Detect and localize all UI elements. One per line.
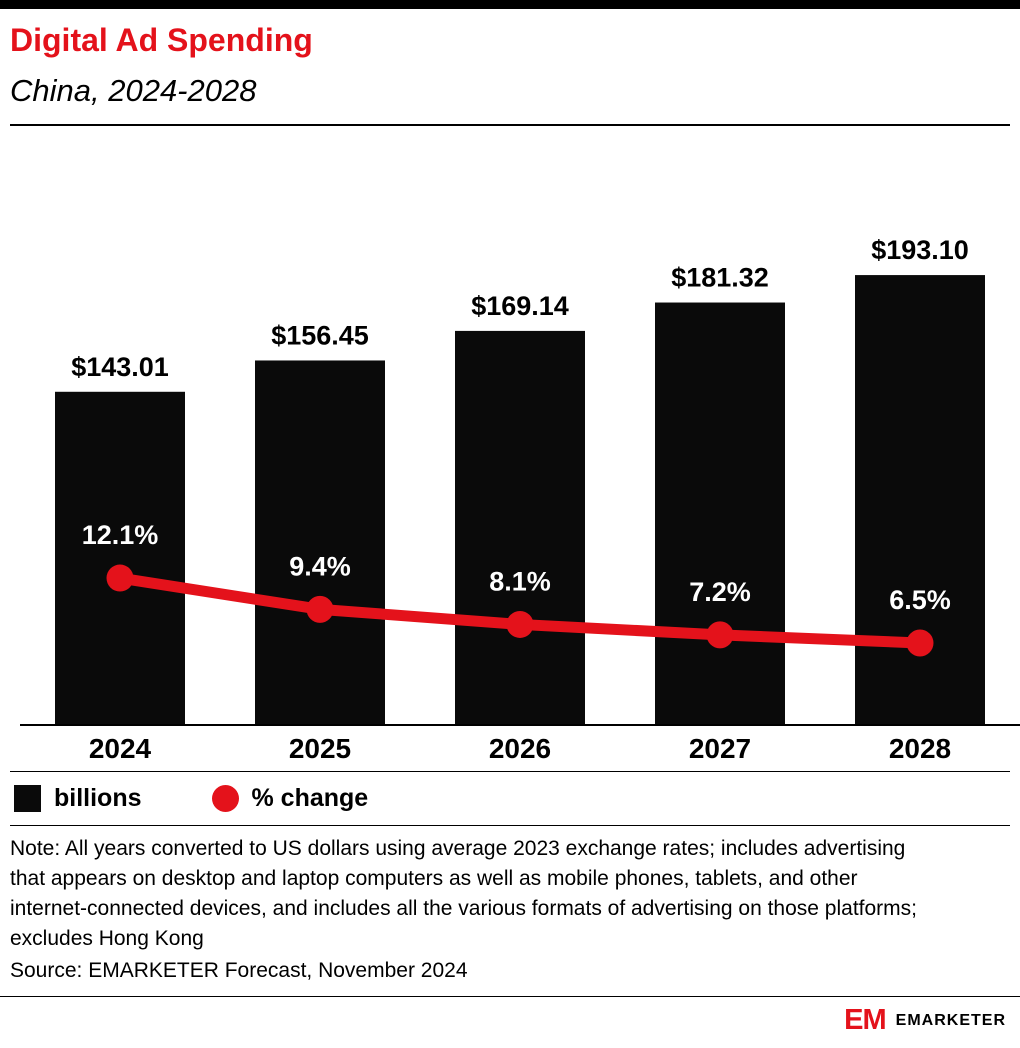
pct-change-label: 6.5%: [889, 585, 951, 615]
bar-value-label: $193.10: [871, 235, 969, 265]
header-divider: [10, 124, 1010, 127]
pct-change-label: 8.1%: [489, 567, 551, 597]
pct-change-label: 7.2%: [689, 577, 751, 607]
legend: billions % change: [10, 772, 1010, 825]
bar-value-label: $181.32: [671, 263, 769, 293]
x-axis-tick-label: 2028: [889, 733, 951, 764]
x-axis-tick-label: 2025: [289, 733, 351, 764]
legend-item-billions: billions: [14, 784, 142, 813]
legend-label: billions: [54, 784, 142, 813]
emarketer-logo-icon: EM: [844, 1004, 886, 1037]
top-black-bar: [0, 0, 1020, 9]
legend-bottom-divider: [10, 825, 1010, 827]
brand-wordmark: EMARKETER: [895, 1011, 1006, 1029]
bar: [55, 392, 185, 726]
footer: EM EMARKETER: [0, 996, 1020, 1044]
x-axis-tick-label: 2026: [489, 733, 551, 764]
legend-item-pct-change: % change: [211, 784, 369, 813]
bar: [655, 302, 785, 726]
bar-value-label: $156.45: [271, 321, 369, 351]
pct-change-label: 12.1%: [82, 520, 159, 550]
source-text: Source: EMARKETER Forecast, November 202…: [10, 959, 468, 983]
pct-change-label: 9.4%: [289, 552, 351, 582]
bar: [255, 360, 385, 726]
pct-change-point: [706, 621, 734, 649]
bar: [455, 331, 585, 726]
pct-change-point: [306, 596, 334, 624]
pct-change-point: [106, 564, 134, 592]
chart-area: $143.01 $156.45 $169.14 $181.32 $193.10 2024 2…: [10, 126, 1020, 771]
chart: $143.01 $156.45 $169.14 $181.32 $193.10 2024 2…: [20, 235, 1020, 764]
bar-value-label: $169.14: [471, 291, 569, 321]
pct-change-point: [506, 611, 534, 639]
pct-change-swatch-icon: [211, 785, 239, 813]
x-axis-tick-label: 2027: [689, 733, 751, 764]
legend-label: % change: [251, 784, 369, 813]
billions-swatch-icon: [14, 785, 41, 813]
page-title: Digital Ad Spending: [10, 22, 313, 58]
chart-header: Digital Ad Spending China, 2024-2028: [10, 9, 1010, 127]
legend-top-divider: [10, 771, 1010, 773]
notes-block: Note: All years converted to US dollars …: [10, 826, 1010, 996]
page-subtitle: China, 2024-2028: [10, 73, 257, 109]
x-axis-tick-label: 2024: [89, 733, 152, 764]
bar: [855, 275, 985, 726]
note-text: Note: All years converted to US dollars …: [10, 837, 917, 951]
pct-change-point: [906, 629, 934, 657]
bar-value-label: $143.01: [71, 352, 169, 382]
